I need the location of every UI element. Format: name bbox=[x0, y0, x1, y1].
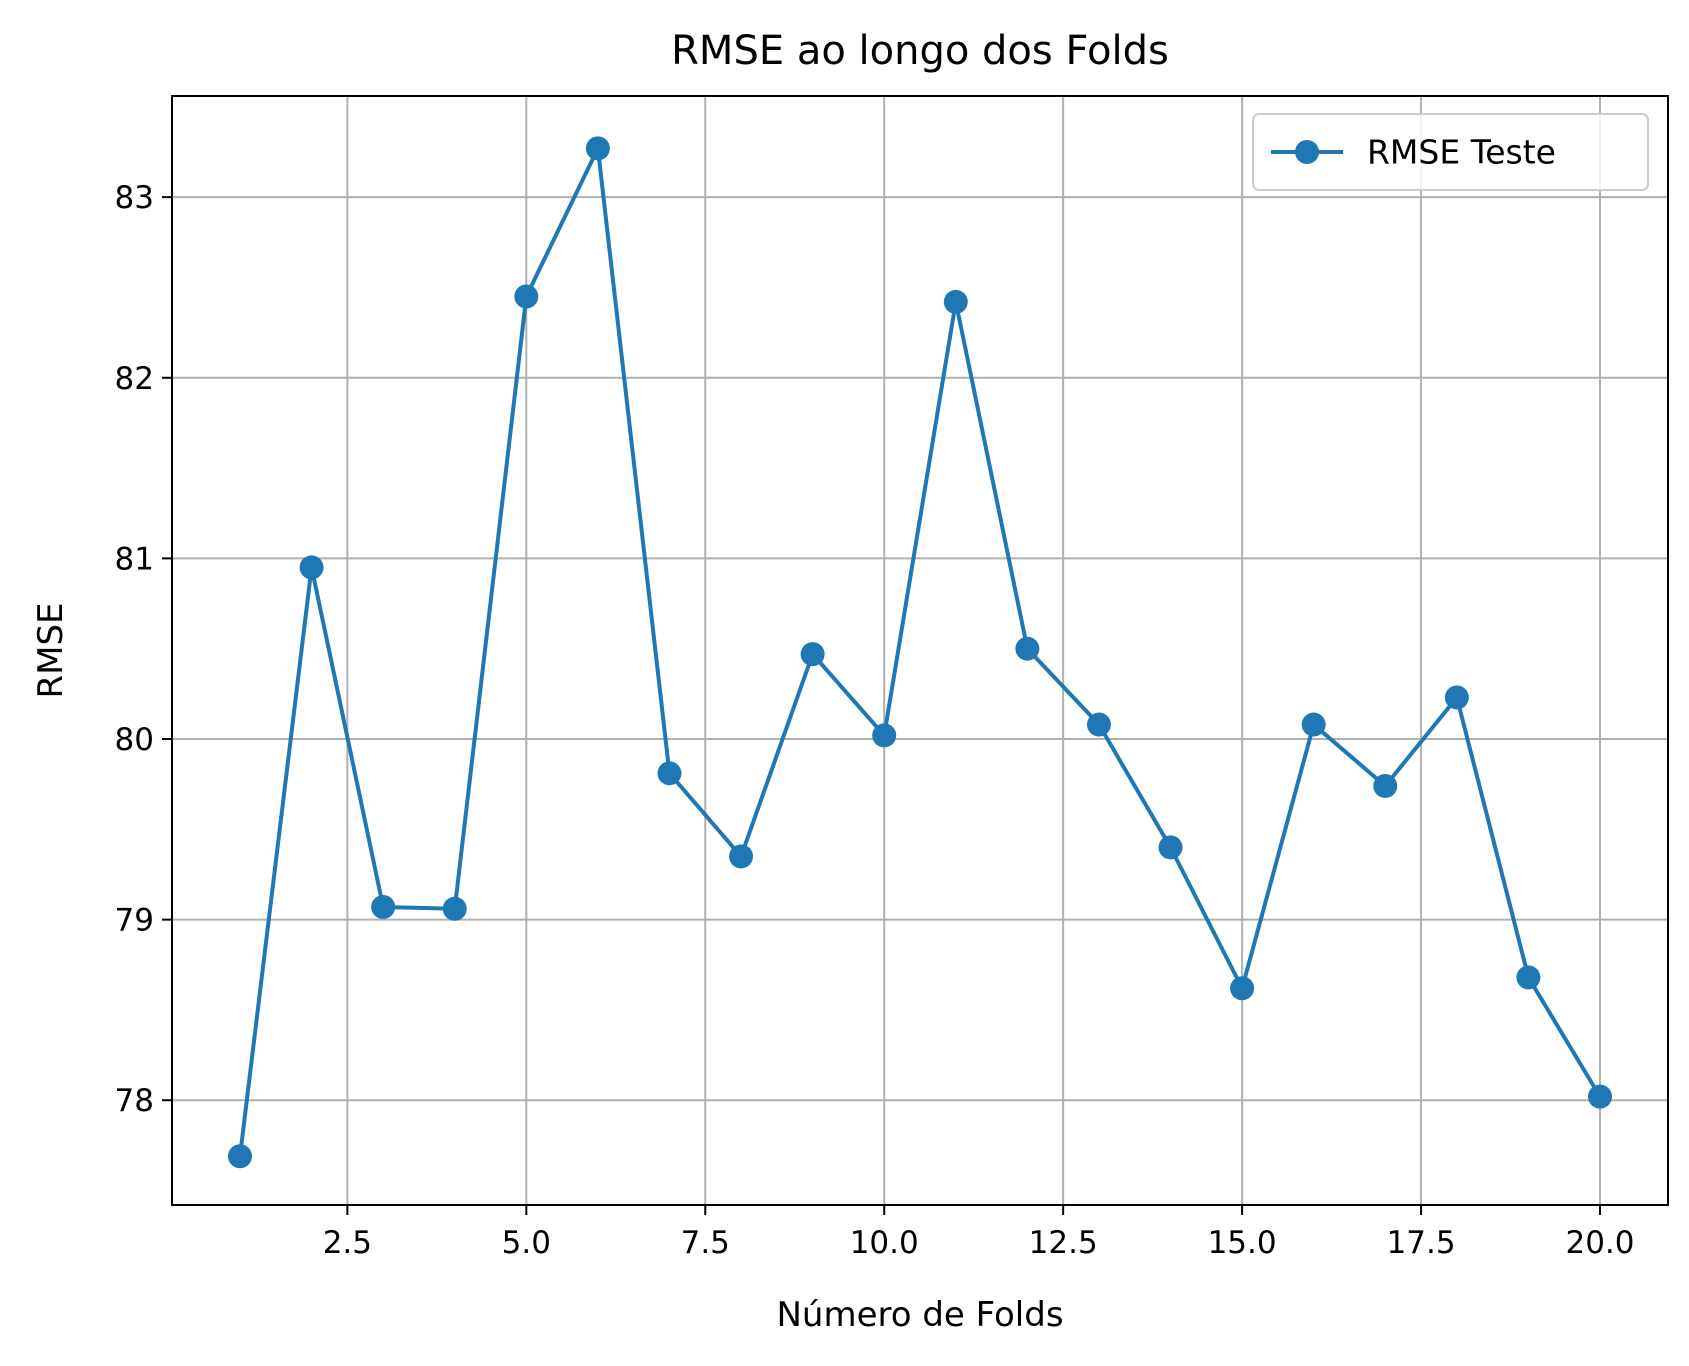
x-tick-label: 5.0 bbox=[502, 1225, 551, 1261]
data-point bbox=[1301, 712, 1326, 737]
y-tick-label: 83 bbox=[115, 180, 154, 216]
y-tick-label: 79 bbox=[115, 903, 154, 939]
data-point bbox=[1444, 685, 1469, 710]
legend-box bbox=[1252, 113, 1649, 191]
data-point bbox=[943, 289, 968, 314]
plot-frame bbox=[171, 95, 1669, 1206]
data-point bbox=[1230, 976, 1255, 1001]
x-tick-label: 12.5 bbox=[1029, 1225, 1098, 1261]
data-point bbox=[1158, 835, 1183, 860]
data-point bbox=[442, 896, 467, 921]
y-axis-label: RMSE bbox=[31, 602, 71, 698]
data-point bbox=[228, 1144, 252, 1169]
data-point bbox=[1015, 636, 1040, 661]
y-tick-label: 80 bbox=[115, 722, 154, 758]
data-point bbox=[1516, 965, 1541, 990]
data-point bbox=[585, 136, 610, 161]
legend: RMSE Teste bbox=[1252, 113, 1649, 191]
data-point bbox=[1373, 773, 1398, 798]
chart-title: RMSE ao longo dos Folds bbox=[671, 28, 1169, 74]
data-point bbox=[514, 284, 539, 309]
grid bbox=[172, 96, 1668, 1205]
data-point bbox=[800, 642, 825, 667]
data-point bbox=[657, 761, 682, 786]
legend-label-rmse-teste: RMSE Teste bbox=[1367, 133, 1556, 172]
data-point bbox=[729, 844, 754, 869]
x-tick-label: 7.5 bbox=[681, 1225, 730, 1261]
series-layer bbox=[228, 136, 1612, 1169]
x-tick-label: 2.5 bbox=[323, 1225, 372, 1261]
y-tick-label: 81 bbox=[115, 541, 154, 577]
data-point bbox=[371, 894, 396, 919]
x-axis-label: Número de Folds bbox=[776, 1295, 1063, 1335]
axis-ticks: 2.5 5.0 7.5 10.0 12.5 15.0 17.5 20.0 78 79 80 81 82 8… bbox=[115, 180, 1635, 1261]
x-tick-label: 15.0 bbox=[1208, 1225, 1277, 1261]
x-tick-label: 10.0 bbox=[850, 1225, 919, 1261]
data-point bbox=[872, 723, 897, 748]
legend-marker-swatch bbox=[1295, 140, 1319, 164]
data-point bbox=[299, 555, 324, 580]
data-point bbox=[1588, 1084, 1612, 1109]
x-tick-label: 20.0 bbox=[1565, 1225, 1634, 1261]
y-tick-label: 78 bbox=[115, 1083, 154, 1119]
series-line-rmse-teste bbox=[238, 146, 1602, 1157]
y-tick-label: 82 bbox=[115, 361, 154, 397]
data-point bbox=[1086, 712, 1111, 737]
x-tick-label: 17.5 bbox=[1387, 1225, 1456, 1261]
